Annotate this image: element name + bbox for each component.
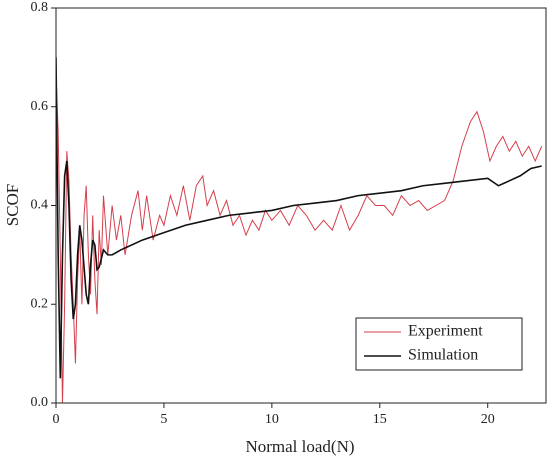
y-tick-label: 0.4: [31, 198, 49, 213]
y-tick-label: 0.2: [31, 296, 49, 311]
legend-label: Simulation: [408, 347, 478, 364]
x-tick-label: 20: [481, 412, 495, 427]
y-tick-label: 0.8: [31, 0, 49, 15]
x-tick-label: 5: [160, 412, 167, 427]
y-axis-label: SCOF: [3, 184, 22, 227]
x-tick-label: 0: [53, 412, 60, 427]
x-tick-label: 10: [265, 412, 279, 427]
series-line: [56, 57, 542, 379]
x-tick-label: 15: [373, 412, 387, 427]
plot-frame: [55, 7, 547, 404]
legend-label: Experiment: [408, 323, 483, 340]
legend-box: [355, 317, 523, 371]
plot-lines: [56, 57, 543, 403]
series-line: [56, 72, 543, 403]
x-axis-label: Normal load(N): [245, 437, 354, 456]
y-tick-label: 0.0: [31, 395, 49, 410]
y-tick-label: 0.6: [31, 99, 49, 114]
